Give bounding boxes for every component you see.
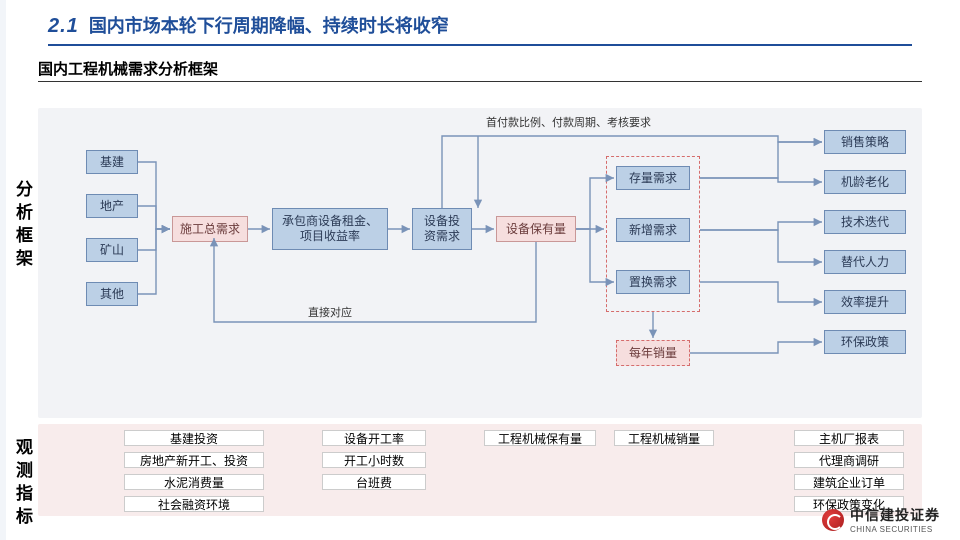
obs-c1-4: 社会融资环境	[124, 496, 264, 512]
brand-footer: 中信建投证券 CHINA SECURITIES	[822, 505, 940, 534]
node-total-demand: 施工总需求	[172, 216, 248, 242]
flow-arrows	[38, 108, 922, 418]
brand-name-cn: 中信建投证券	[850, 505, 940, 525]
node-input-2: 地产	[86, 194, 138, 218]
observation-panel: 基建投资 房地产新开工、投资 水泥消费量 社会融资环境 设备开工率 开工小时数 …	[38, 424, 922, 516]
obs-c5-3: 建筑企业订单	[794, 474, 904, 490]
node-replace-demand: 置换需求	[616, 270, 690, 294]
brand-logo-icon	[822, 509, 844, 531]
node-out-3: 技术迭代	[824, 210, 906, 234]
section-title: 国内市场本轮下行周期降幅、持续时长将收窄	[89, 12, 449, 38]
node-contractor: 承包商设备租金、 项目收益率	[272, 208, 388, 250]
brand-name-en: CHINA SECURITIES	[850, 525, 940, 534]
obs-c5-2: 代理商调研	[794, 452, 904, 468]
node-out-6: 环保政策	[824, 330, 906, 354]
obs-c1-1: 基建投资	[124, 430, 264, 446]
node-fleet: 设备保有量	[496, 216, 576, 242]
obs-c1-2: 房地产新开工、投资	[124, 452, 264, 468]
obs-c2-3: 台班费	[322, 474, 426, 490]
node-out-5: 效率提升	[824, 290, 906, 314]
node-invest-demand: 设备投 资需求	[412, 208, 472, 250]
subtitle: 国内工程机械需求分析框架	[0, 54, 960, 81]
node-out-2: 机龄老化	[824, 170, 906, 194]
annotation-loop: 直接对应	[308, 304, 352, 320]
node-out-4: 替代人力	[824, 250, 906, 274]
obs-c4-1: 工程机械销量	[614, 430, 714, 446]
section-number: 2.1	[48, 15, 79, 38]
node-input-4: 其他	[86, 282, 138, 306]
obs-c2-1: 设备开工率	[322, 430, 426, 446]
obs-c3-1: 工程机械保有量	[484, 430, 596, 446]
node-out-1: 销售策略	[824, 130, 906, 154]
node-annual-sales: 每年销量	[616, 340, 690, 366]
subtitle-underline	[38, 81, 922, 82]
obs-c1-3: 水泥消费量	[124, 474, 264, 490]
side-label-framework: 分析框架	[10, 180, 35, 272]
obs-c2-2: 开工小时数	[322, 452, 426, 468]
framework-canvas: 基建 地产 矿山 其他 施工总需求 承包商设备租金、 项目收益率 设备投 资需求…	[38, 108, 922, 418]
node-stock-demand: 存量需求	[616, 166, 690, 190]
node-input-1: 基建	[86, 150, 138, 174]
annotation-top: 首付款比例、付款周期、考核要求	[486, 114, 651, 130]
header-underline	[48, 44, 912, 46]
node-input-3: 矿山	[86, 238, 138, 262]
side-label-observation: 观测指标	[10, 438, 35, 530]
obs-c5-1: 主机厂报表	[794, 430, 904, 446]
page-header: 2.1 国内市场本轮下行周期降幅、持续时长将收窄	[0, 0, 960, 44]
node-new-demand: 新增需求	[616, 218, 690, 242]
